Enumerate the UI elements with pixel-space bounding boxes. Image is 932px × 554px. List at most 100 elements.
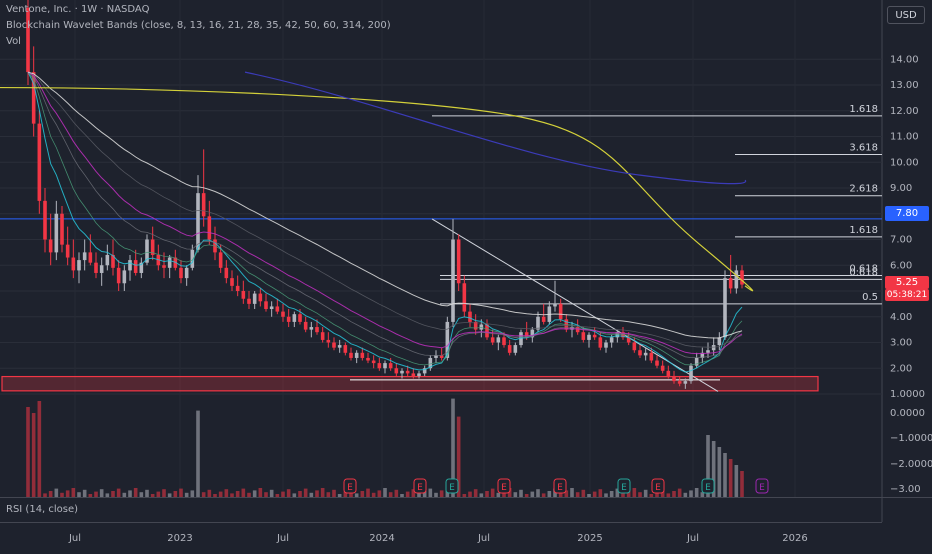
- candle-body: [247, 298, 251, 304]
- candle-body: [99, 265, 104, 273]
- volume-bar: [94, 491, 98, 497]
- volume-bar: [337, 494, 342, 497]
- volume-bar: [592, 491, 597, 497]
- candle-body: [632, 342, 637, 351]
- volume-bar: [303, 488, 308, 497]
- volume-bar: [547, 491, 552, 497]
- volume-bar: [60, 492, 64, 497]
- candle-body: [201, 193, 206, 217]
- candle-body: [332, 342, 336, 348]
- candle-body: [490, 337, 495, 343]
- volume-bar: [326, 492, 331, 497]
- currency-button[interactable]: USD: [887, 6, 925, 24]
- candle-body: [388, 363, 393, 369]
- volume-bar: [298, 491, 302, 497]
- volume-bar: [213, 494, 217, 497]
- candle-body: [468, 311, 472, 322]
- earnings-marker: [497, 478, 511, 494]
- candle-body: [524, 332, 529, 338]
- candle-body: [530, 329, 535, 338]
- volume-bar: [649, 494, 654, 497]
- volume-bar: [638, 492, 642, 497]
- volume-bar: [609, 491, 614, 497]
- candle-body: [649, 352, 654, 361]
- volume-bar: [133, 488, 138, 497]
- candle-body: [615, 332, 620, 338]
- earnings-marker: [553, 478, 567, 494]
- price-tick-label: 11.00: [890, 132, 919, 143]
- volume-bar: [235, 491, 240, 497]
- volume-bar: [366, 488, 370, 497]
- volume-bar: [394, 489, 399, 497]
- price-tick-label: 2.00: [890, 363, 912, 374]
- earnings-marker-label: E: [759, 483, 765, 493]
- candle-body: [26, 7, 30, 73]
- candle-body: [224, 267, 229, 279]
- fib-level-label: 1.618: [849, 225, 878, 236]
- candle-body: [71, 257, 76, 271]
- volume-bar: [734, 465, 739, 497]
- volume-legend[interactable]: Vol: [6, 36, 21, 47]
- volume-bar: [700, 492, 705, 497]
- time-tick-label: Jul: [68, 533, 81, 544]
- rsi-legend[interactable]: RSI (14, close): [6, 504, 79, 515]
- fib-level-label: 0.5: [862, 292, 878, 303]
- candle-body: [196, 193, 200, 250]
- time-tick-label: 2025: [577, 533, 602, 544]
- volume-bar: [162, 489, 166, 497]
- volume-bar: [434, 492, 438, 497]
- volume-bar: [411, 489, 416, 497]
- candle-body: [598, 337, 603, 348]
- volume-bar: [196, 410, 200, 497]
- candle-body: [451, 239, 455, 322]
- candle-body: [54, 213, 59, 253]
- volume-bar: [632, 488, 637, 497]
- candle-body: [360, 352, 365, 358]
- earnings-marker: [617, 478, 631, 494]
- volume-bar: [150, 494, 155, 497]
- volume-bar: [581, 489, 586, 497]
- candle-body: [553, 303, 557, 307]
- pane-separator[interactable]: [0, 497, 932, 498]
- candle-body: [105, 254, 110, 266]
- volume-bar: [541, 493, 546, 497]
- candle-body: [723, 278, 727, 338]
- volume-bar: [655, 491, 659, 497]
- candle-body: [37, 123, 42, 201]
- rsi-tick-label: 0.0000: [890, 408, 925, 419]
- indicator-legend[interactable]: Blockchain Wavelet Bands (close, 8, 13, …: [6, 20, 391, 31]
- wave-band: [27, 71, 743, 358]
- candle-body: [717, 337, 722, 346]
- volume-bar: [530, 491, 535, 497]
- candle-body: [128, 260, 132, 271]
- candle-body: [740, 270, 744, 285]
- earnings-marker-label: E: [449, 483, 455, 493]
- volume-bar: [377, 490, 382, 497]
- volume-bar: [88, 494, 93, 497]
- volume-bar: [383, 488, 387, 497]
- volume-bar: [247, 492, 251, 497]
- volume-bar: [43, 493, 47, 497]
- volume-bar: [320, 488, 325, 497]
- time-axis[interactable]: [0, 522, 882, 551]
- symbol-title[interactable]: Ventone, Inc. · 1W · NASDAQ: [6, 4, 150, 15]
- volume-bar: [598, 489, 603, 497]
- fib-level-label: 3.618: [849, 143, 878, 154]
- volume-bar: [48, 491, 53, 497]
- candle-body: [82, 252, 87, 261]
- candle-body: [235, 285, 240, 291]
- candle-body: [626, 337, 631, 343]
- candle-body: [337, 345, 342, 348]
- candle-body: [354, 352, 359, 358]
- volume-bar: [252, 490, 257, 497]
- volume-bar: [167, 493, 172, 497]
- candle-body: [207, 216, 212, 240]
- volume-bar: [31, 413, 36, 497]
- candle-body: [728, 278, 733, 289]
- volume-bar: [468, 491, 472, 497]
- fib-level-label: 0.618: [849, 264, 878, 275]
- volume-bar: [111, 491, 115, 497]
- volume-bar: [672, 491, 676, 497]
